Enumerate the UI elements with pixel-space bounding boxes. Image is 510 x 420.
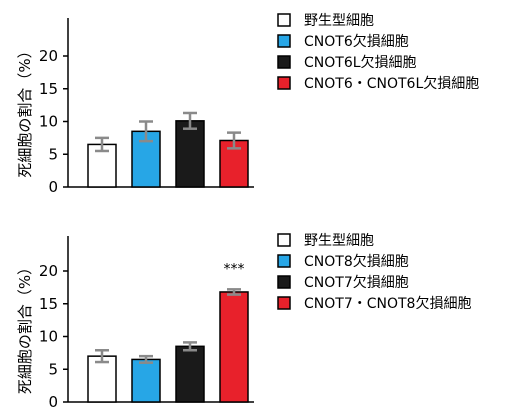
legend-label: CNOT7欠損細胞 [304,275,409,291]
bar [219,139,249,188]
legend-swatch [277,34,291,48]
y-tick-label: 0 [48,393,58,411]
legend-label: 野生型細胞 [304,233,374,249]
chart-panel-2: 0 5 10 15 20 死細胞の割合（%） *** 野生型細胞 CNOT8欠損細胞 CNOT7欠… [16,233,471,411]
bar [175,120,205,188]
significance-annotation: *** [224,261,245,277]
y-tick-label: 20 [39,262,58,280]
y-tick-label: 0 [48,178,58,196]
legend-swatch [277,296,291,310]
chart-panel-1: 0 5 10 15 20 死細胞の割合（%） 野生型細胞 CNOT6欠損細胞 CNOT6L欠損細… [16,13,479,196]
y-tick-label: 10 [39,328,58,346]
y-tick-label: 10 [39,113,58,131]
y-tick-label: 15 [39,295,58,313]
legend-label: CNOT6欠損細胞 [304,34,409,50]
legend-label: CNOT6・CNOT6L欠損細胞 [304,76,479,92]
bar [219,291,249,403]
y-tick-label: 5 [48,145,58,163]
legend-swatch [277,233,291,247]
legend-label: 野生型細胞 [304,13,374,29]
y-axis-label: 死細胞の割合（%） [16,43,34,177]
legend-swatch [277,275,291,289]
legend-label: CNOT7・CNOT8欠損細胞 [304,296,471,312]
legend-swatch [277,55,291,69]
legend-swatch [277,254,291,268]
y-tick-label: 5 [48,360,58,378]
y-tick-label: 20 [39,47,58,65]
legend-label: CNOT8欠損細胞 [304,254,409,270]
bar [87,355,117,403]
legend-swatch [277,13,291,27]
legend-swatch [277,76,291,90]
legend-label: CNOT6L欠損細胞 [304,55,417,71]
bar [131,358,161,403]
y-tick-label: 15 [39,80,58,98]
bar [175,345,205,403]
y-axis-label: 死細胞の割合（%） [16,260,34,394]
